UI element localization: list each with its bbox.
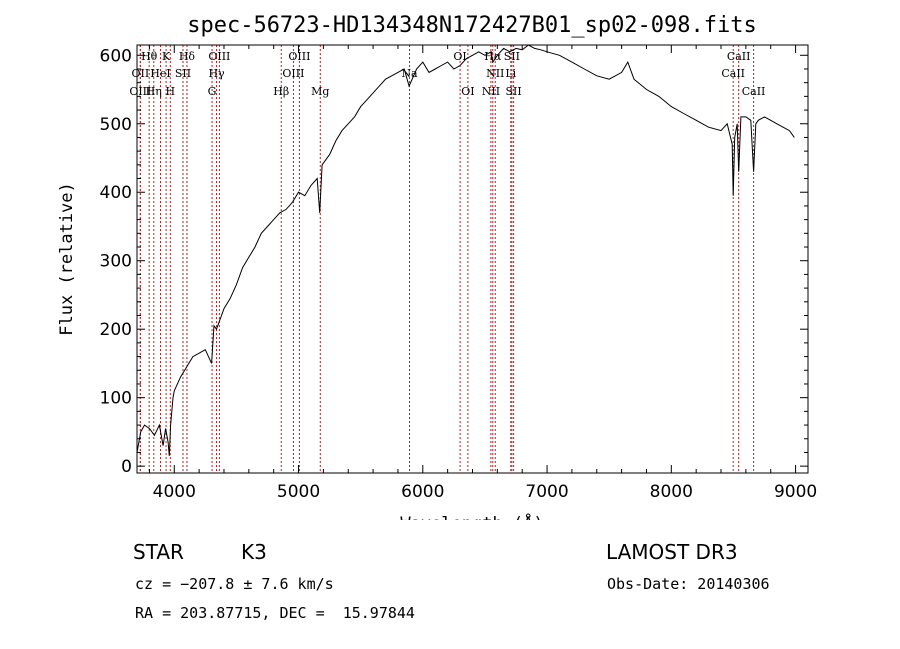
line-label: CaII [727, 50, 751, 63]
redshift-cz: cz = −207.8 ± 7.6 km/s [135, 575, 334, 593]
line-label: NII [486, 67, 504, 80]
y-axis-label: Flux (relative) [57, 182, 77, 336]
line-label: Mg [311, 85, 329, 98]
line-label: Li [505, 67, 516, 80]
x-tick-label: 5000 [277, 482, 320, 502]
observation-date: Obs-Date: 20140306 [607, 575, 770, 593]
line-label: CaII [742, 85, 766, 98]
y-tick-label: 100 [100, 389, 132, 409]
line-label: Hβ [273, 85, 289, 98]
flux-series-line [136, 44, 795, 456]
line-label: OI [461, 85, 474, 98]
x-axis-label: Wavelength (Å) [400, 512, 543, 520]
x-tick-label: 6000 [401, 482, 444, 502]
line-label: OIII [282, 67, 304, 80]
ra-dec-coordinates: RA = 203.87715, DEC = 15.97844 [135, 604, 415, 622]
x-axis: 4000 5000 6000 7000 8000 9000 [148, 45, 817, 502]
x-tick-label: 7000 [525, 482, 568, 502]
line-label: SII [175, 67, 191, 80]
plot-frame [136, 44, 809, 474]
y-tick-label: 300 [100, 252, 132, 272]
y-tick-label: 500 [100, 115, 132, 135]
line-label: NII [482, 85, 500, 98]
line-label: Hδ [179, 50, 196, 63]
y-tick-label: 600 [100, 46, 132, 66]
x-tick-label: 8000 [650, 482, 693, 502]
line-label: H [166, 85, 176, 98]
line-label: OIII [129, 85, 151, 98]
line-label: OII [131, 67, 149, 80]
line-label: Hγ [208, 67, 225, 80]
line-label: Hη [146, 85, 162, 98]
line-label: OIII [208, 50, 230, 63]
object-subclass: K3 [241, 540, 267, 564]
line-label: OI [453, 50, 466, 63]
line-label: Hθ [141, 50, 158, 63]
x-tick-label: 4000 [153, 482, 196, 502]
y-tick-label: 0 [121, 457, 132, 477]
y-tick-label: 200 [100, 320, 132, 340]
line-label: G [208, 85, 217, 98]
spectrum-chart: spec-56723-HD134348N172427B01_sp02-098.f… [57, 13, 817, 520]
y-tick-label: 400 [100, 183, 132, 203]
line-label: OIII [288, 50, 310, 63]
emission-line-markers [139, 45, 755, 473]
chart-title: spec-56723-HD134348N172427B01_sp02-098.f… [187, 13, 757, 38]
object-class: STAR [133, 540, 184, 564]
line-label: Na [401, 67, 418, 80]
x-tick-label: 9000 [774, 482, 817, 502]
line-label: SII [506, 85, 522, 98]
y-axis: 0 100 200 300 400 500 600 [100, 46, 808, 477]
line-label: K [162, 50, 171, 63]
line-label: CaII [721, 67, 745, 80]
line-label: SII [504, 50, 520, 63]
line-label: HeI [150, 67, 170, 80]
survey-name: LAMOST DR3 [606, 540, 738, 564]
